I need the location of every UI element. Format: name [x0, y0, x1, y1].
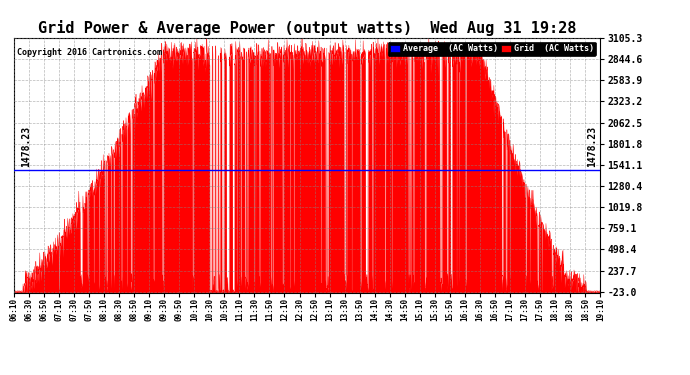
Text: 1478.23: 1478.23	[587, 126, 598, 168]
Title: Grid Power & Average Power (output watts)  Wed Aug 31 19:28: Grid Power & Average Power (output watts…	[38, 20, 576, 36]
Text: Copyright 2016 Cartronics.com: Copyright 2016 Cartronics.com	[17, 48, 161, 57]
Legend: Average  (AC Watts), Grid  (AC Watts): Average (AC Watts), Grid (AC Watts)	[388, 42, 596, 56]
Text: 1478.23: 1478.23	[21, 126, 31, 168]
